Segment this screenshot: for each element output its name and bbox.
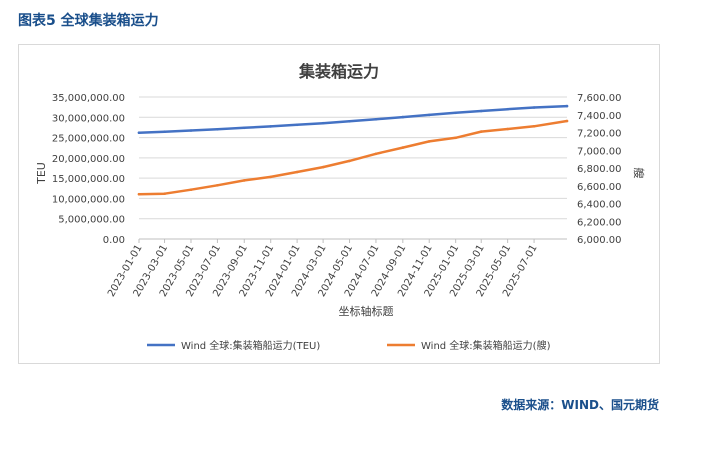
series-1-point	[374, 118, 378, 121]
series-2-point	[479, 130, 483, 133]
series-1-point	[348, 120, 351, 123]
series-2-point	[216, 184, 219, 187]
legend-label-2: Wind 全球:集装箱船运力(艘)	[421, 339, 551, 352]
series-2-point	[532, 125, 536, 128]
y-right-tick-label: 6,800.00	[577, 164, 622, 175]
series-1-point	[189, 129, 193, 132]
series-2-point	[163, 192, 166, 195]
series-1-point	[137, 131, 141, 134]
series-2-point	[321, 165, 325, 169]
y-right-tick-label: 6,200.00	[577, 217, 622, 228]
y-left-ticks: 0.00 5,000,000.00 10,000,000.00 15,000,000.…	[52, 93, 125, 246]
figure-label: 图表5 全球集装箱运力	[18, 13, 159, 29]
series-1-point	[401, 115, 405, 119]
series-2-point	[427, 140, 431, 143]
y-left-tick-label: 0.00	[103, 235, 125, 246]
x-ticks: 2023-01-012023-03-012023-05-012023-07-01…	[106, 238, 567, 299]
x-axis-label: 坐标轴标题	[339, 304, 394, 318]
series-1-point	[216, 128, 219, 131]
chart-svg: 集装箱运力 0.00 5,000,000.00 10,000,000.00 15,00…	[35, 62, 646, 352]
y-right-tick-label: 6,000.00	[577, 235, 622, 246]
series-1-point	[427, 113, 431, 117]
series-2-point	[348, 159, 351, 163]
y-left-tick-label: 10,000,000.00	[52, 194, 125, 205]
series-2-point	[506, 127, 510, 131]
y-left-tick-label: 20,000,000.00	[52, 154, 125, 165]
legend-label-1: Wind 全球:集装箱船运力(TEU)	[181, 339, 320, 352]
series-2-point	[454, 136, 458, 140]
series-1-point	[479, 109, 483, 113]
series-1-point	[321, 121, 325, 125]
y-right-tick-label: 7,400.00	[577, 111, 622, 122]
series-2-point	[137, 192, 141, 196]
gridlines	[139, 96, 567, 240]
y-right-ticks: 6,000.00 6,200.00 6,400.00 6,600.00 6,800.00…	[577, 93, 622, 246]
chart-frame: 集装箱运力 0.00 5,000,000.00 10,000,000.00 15,00…	[18, 44, 660, 364]
chart-title: 集装箱运力	[298, 62, 379, 81]
series-1-point	[565, 104, 569, 108]
series-2-point	[401, 146, 405, 149]
y-axis-right-label: 艘	[632, 168, 646, 179]
series-1-point	[532, 106, 536, 109]
source-note: 数据来源：WIND、国元期货	[501, 398, 659, 412]
series-lines	[137, 104, 569, 196]
series-1-point	[243, 126, 246, 130]
y-right-tick-label: 7,600.00	[577, 93, 622, 104]
y-axis-left-label: TEU	[35, 162, 48, 185]
y-left-tick-label: 35,000,000.00	[52, 93, 125, 104]
y-left-tick-label: 25,000,000.00	[52, 134, 125, 145]
series-2-point	[565, 119, 569, 123]
y-right-tick-label: 6,400.00	[577, 200, 622, 211]
series-1-point	[454, 111, 458, 115]
y-right-tick-label: 6,600.00	[577, 182, 622, 193]
series-2-point	[269, 175, 272, 179]
series-2-point	[189, 188, 193, 191]
series-1-point	[269, 125, 272, 128]
y-left-tick-label: 30,000,000.00	[52, 113, 125, 124]
y-left-tick-label: 5,000,000.00	[58, 215, 125, 226]
series-1-point	[295, 123, 299, 127]
legend: Wind 全球:集装箱船运力(TEU) Wind 全球:集装箱船运力(艘)	[147, 339, 551, 352]
series-1-point	[506, 107, 510, 111]
y-right-tick-label: 7,000.00	[577, 146, 622, 157]
series-2-point	[295, 170, 299, 174]
series-1-point	[163, 130, 166, 133]
y-right-tick-label: 7,200.00	[577, 129, 622, 140]
y-left-tick-label: 15,000,000.00	[52, 174, 125, 185]
series-2-point	[243, 179, 246, 182]
series-2-point	[374, 152, 378, 156]
